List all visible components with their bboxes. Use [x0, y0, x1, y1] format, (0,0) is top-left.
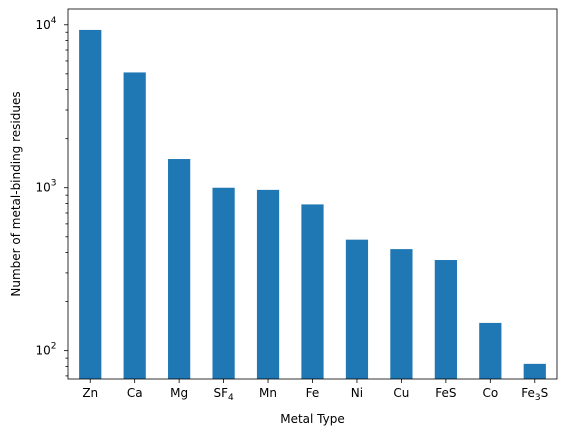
- y-tick-label: 104: [35, 16, 56, 32]
- x-tick-label: Mn: [259, 386, 277, 400]
- x-axis-label: Metal Type: [280, 412, 345, 426]
- bar-ca: [123, 72, 146, 379]
- bar-mn: [256, 189, 280, 379]
- bar-zn: [79, 29, 102, 379]
- y-tick-label: 103: [35, 179, 56, 195]
- x-tick-label: FeS: [435, 386, 456, 400]
- x-tick-label: Co: [482, 386, 498, 400]
- y-tick-label: 102: [35, 342, 56, 358]
- y-axis-label: Number of metal-binding residues: [9, 91, 23, 296]
- x-tick-label: Zn: [82, 386, 98, 400]
- bar-mg: [168, 159, 191, 379]
- x-tick-label: Mg: [170, 386, 188, 400]
- plot-frame: [67, 8, 558, 380]
- bar-sf4: [212, 187, 235, 379]
- x-tick-label: Ca: [127, 386, 143, 400]
- bar-co: [479, 322, 502, 379]
- bar-cu: [390, 249, 413, 379]
- x-axis-ticks: Zn Ca Mg SF4 Mn Fe Ni Cu FeS Co Fe3S: [82, 379, 548, 403]
- bars-group: [79, 29, 546, 379]
- x-tick-label: Ni: [351, 386, 363, 400]
- x-tick-label: SF4: [213, 386, 234, 403]
- bar-fes: [434, 260, 457, 379]
- bar-fe3s: [523, 363, 546, 379]
- bar-ni: [345, 239, 369, 379]
- bar-fe: [301, 204, 324, 379]
- x-tick-label: Cu: [393, 386, 409, 400]
- y-axis-ticks: 102 103 104: [35, 16, 68, 377]
- x-tick-label: Fe3S: [521, 386, 548, 403]
- x-tick-label: Fe: [306, 386, 320, 400]
